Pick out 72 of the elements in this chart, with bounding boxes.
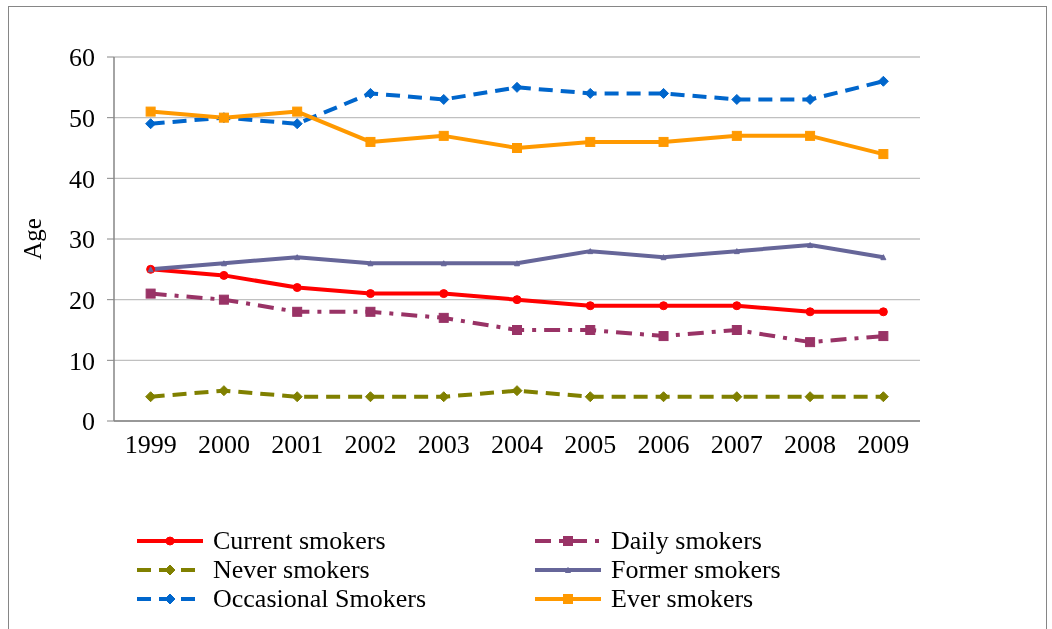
point — [658, 136, 669, 147]
point — [438, 312, 449, 323]
point — [805, 307, 815, 317]
x-tick-label: 2002 — [344, 430, 397, 460]
point — [659, 301, 669, 311]
point — [805, 130, 816, 141]
point — [732, 301, 742, 311]
point — [585, 301, 595, 311]
legend-label: Occasional Smokers — [213, 584, 427, 613]
point — [660, 254, 667, 261]
x-tick-label: 1999 — [124, 430, 177, 460]
point — [364, 87, 376, 99]
point — [365, 289, 375, 299]
point — [880, 254, 887, 261]
point — [218, 294, 229, 305]
point — [731, 130, 742, 141]
x-tick-label: 2006 — [637, 430, 690, 460]
legend-label: Current smokers — [213, 526, 386, 555]
y-tick-label: 20 — [69, 285, 95, 315]
legend-label: Never smokers — [213, 555, 370, 584]
point — [145, 106, 156, 117]
x-tick-label: 2003 — [417, 430, 470, 460]
point — [585, 325, 596, 335]
y-tick-label: 50 — [69, 103, 95, 133]
point — [512, 143, 522, 153]
point — [733, 248, 740, 255]
point — [219, 270, 229, 280]
point — [292, 283, 302, 293]
point — [364, 391, 376, 403]
point — [294, 254, 301, 261]
y-tick-label: 0 — [82, 407, 95, 437]
y-tick-label: 10 — [69, 346, 95, 376]
point — [807, 242, 814, 249]
x-tick-label: 2008 — [784, 430, 837, 460]
x-tick-label: 2000 — [197, 430, 250, 460]
point — [658, 391, 670, 403]
point — [658, 87, 670, 99]
point — [658, 331, 669, 342]
y-tick-label: 30 — [69, 225, 95, 255]
y-tick-label: 40 — [69, 164, 95, 194]
x-tick-label: 2004 — [491, 430, 543, 460]
y-axis-title: Age — [18, 218, 46, 260]
legend-label: Ever smokers — [611, 584, 754, 613]
point — [292, 306, 303, 317]
point — [512, 295, 522, 305]
point — [438, 130, 449, 141]
point — [220, 260, 227, 267]
point — [878, 307, 888, 317]
point — [731, 325, 742, 335]
point — [511, 385, 523, 397]
x-tick-label: 2005 — [564, 430, 617, 460]
point — [514, 260, 520, 267]
point — [439, 289, 449, 299]
legend-label: Daily smokers — [611, 526, 762, 555]
point — [365, 136, 376, 147]
point — [877, 75, 889, 87]
x-tick-label: 2001 — [271, 430, 324, 460]
x-tick-label: 2009 — [857, 430, 910, 460]
point — [367, 260, 374, 267]
legend-label: Former smokers — [611, 555, 781, 584]
point — [512, 325, 522, 335]
point — [365, 306, 376, 317]
point — [585, 136, 596, 147]
point — [805, 337, 816, 348]
x-tick-label: 2007 — [710, 430, 763, 460]
point — [587, 248, 594, 255]
point — [145, 288, 156, 299]
point — [440, 260, 447, 267]
y-tick-label: 60 — [69, 43, 95, 73]
point — [292, 106, 303, 117]
point — [878, 149, 889, 160]
point — [878, 331, 889, 342]
